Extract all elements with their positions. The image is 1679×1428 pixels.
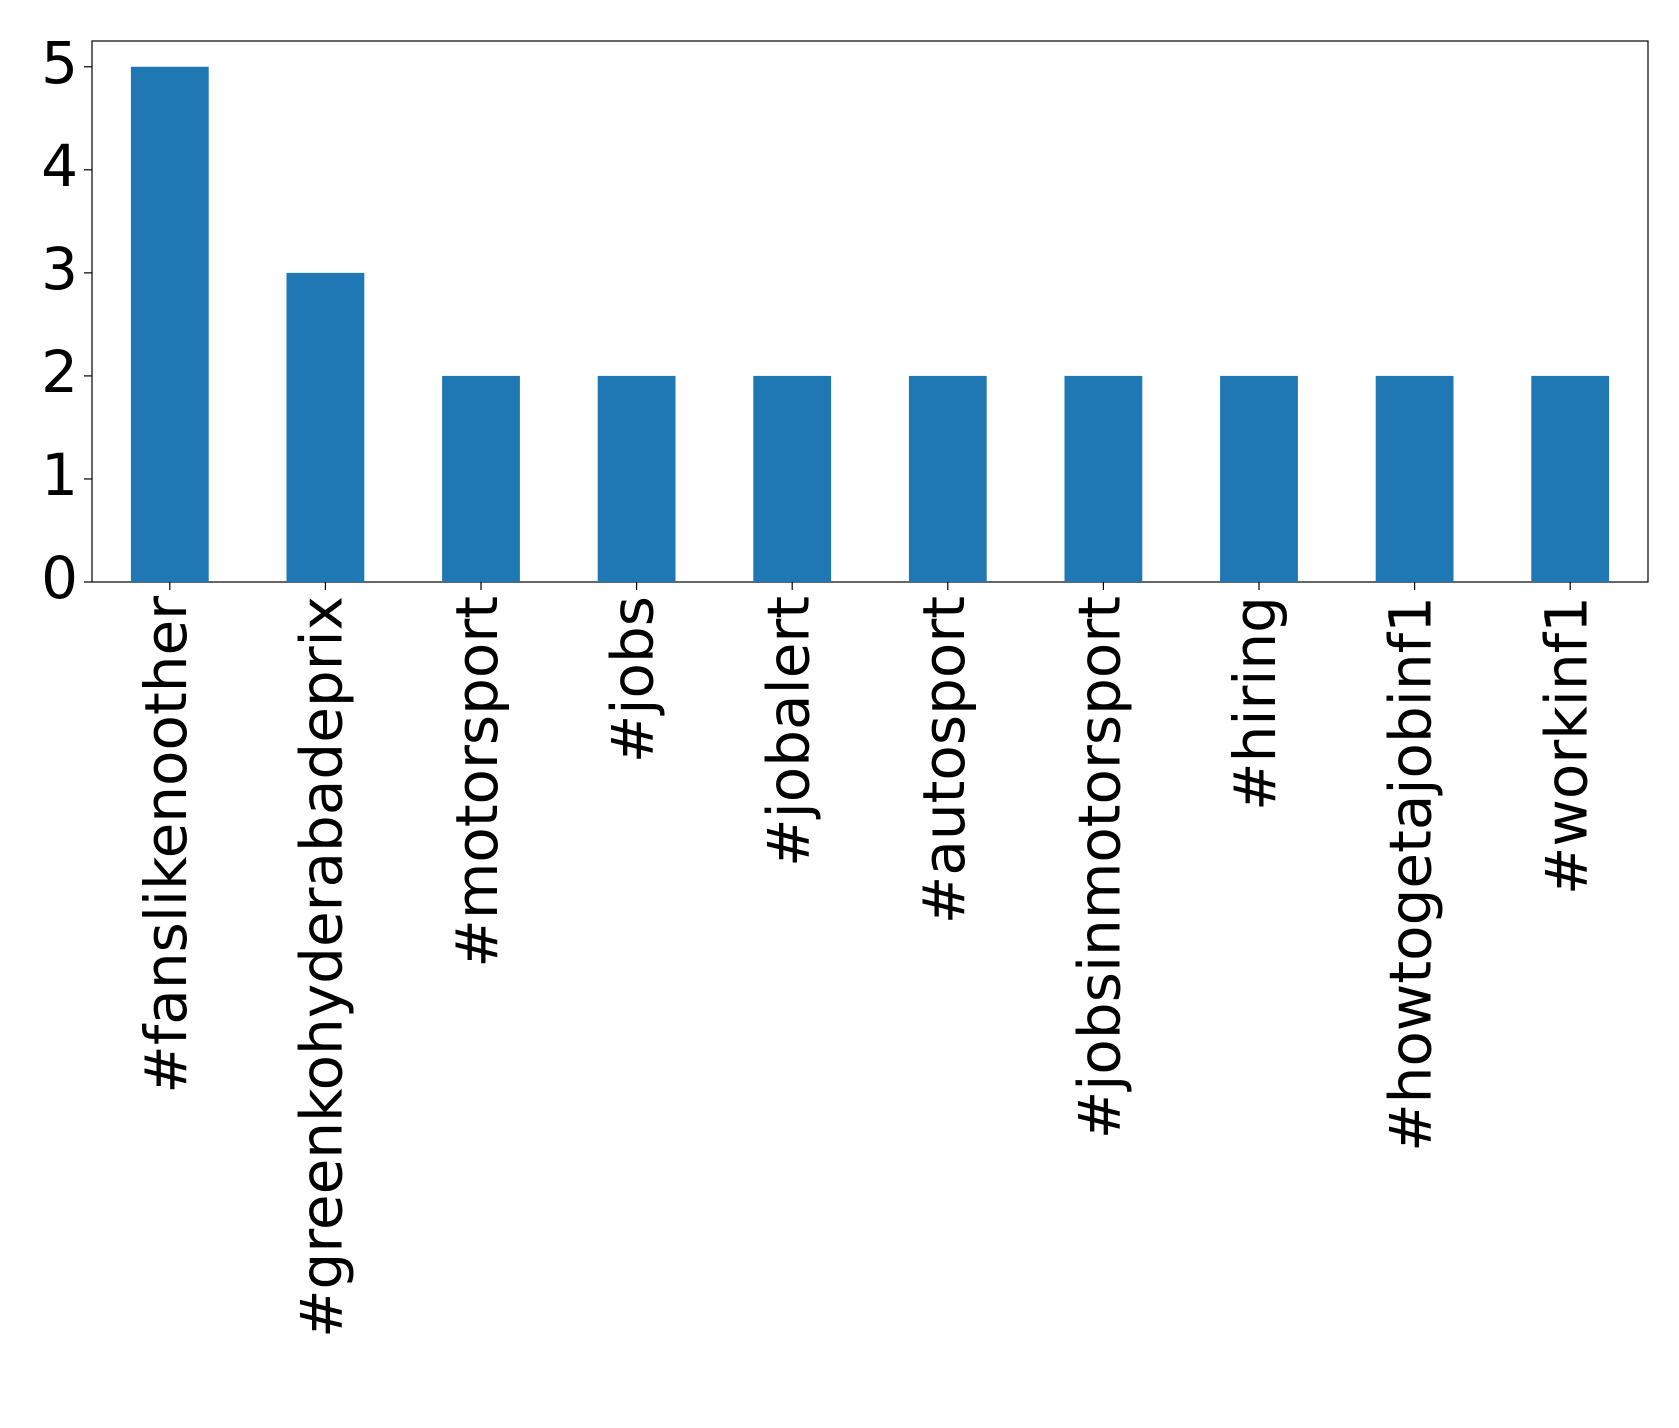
y-tick-label: 0 bbox=[41, 544, 78, 612]
x-tick-label: #hiring bbox=[1221, 596, 1289, 811]
bar bbox=[286, 272, 365, 582]
bar bbox=[130, 66, 209, 582]
bar bbox=[1220, 375, 1298, 582]
y-tick-label: 3 bbox=[41, 235, 78, 303]
x-tick-label: #workinf1 bbox=[1532, 596, 1600, 895]
bar bbox=[1064, 375, 1143, 582]
x-tick-label: #jobsinmotorsport bbox=[1066, 596, 1134, 1139]
x-tick-label: #autosport bbox=[910, 596, 978, 924]
bar bbox=[1375, 375, 1454, 582]
y-tick-label: 2 bbox=[41, 338, 78, 406]
bar bbox=[597, 375, 676, 582]
y-tick-label: 5 bbox=[41, 29, 78, 97]
bar bbox=[1531, 375, 1610, 582]
y-tick-label: 4 bbox=[41, 132, 78, 200]
x-tick-label: #jobalert bbox=[754, 596, 822, 867]
x-tick-label: #motorsport bbox=[443, 596, 511, 968]
bar bbox=[442, 375, 520, 582]
plot-frame bbox=[91, 40, 1649, 583]
x-tick-label: #howtogetajobinf1 bbox=[1377, 596, 1445, 1152]
y-tick-label: 1 bbox=[41, 441, 78, 509]
bar bbox=[908, 375, 987, 582]
bar bbox=[753, 375, 832, 582]
x-tick-label: #greenkohyderabadeprix bbox=[288, 596, 356, 1338]
x-tick-label: #jobs bbox=[599, 596, 667, 763]
x-tick-label: #fanslikenoother bbox=[132, 596, 200, 1094]
